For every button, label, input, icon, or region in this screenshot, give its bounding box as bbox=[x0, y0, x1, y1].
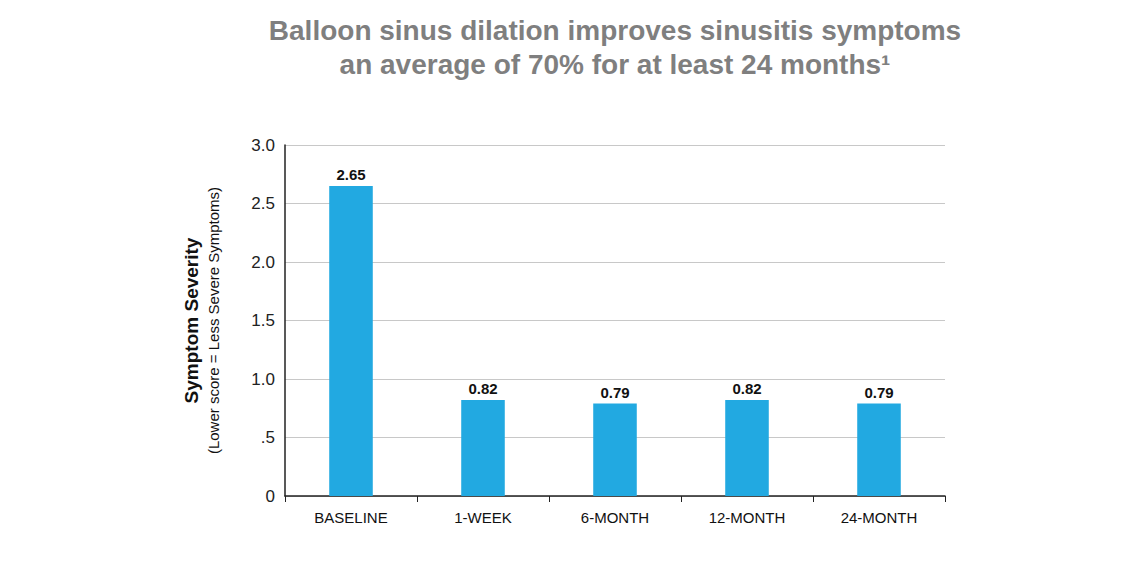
svg-text:Symptom Severity: Symptom Severity bbox=[181, 237, 202, 403]
svg-text:0.82: 0.82 bbox=[468, 380, 497, 397]
svg-text:1-WEEK: 1-WEEK bbox=[454, 509, 512, 526]
svg-text:12-MONTH: 12-MONTH bbox=[709, 509, 786, 526]
svg-text:3.0: 3.0 bbox=[251, 136, 275, 155]
svg-text:an average of 70% for at least: an average of 70% for at least 24 months… bbox=[340, 49, 891, 80]
svg-text:24-MONTH: 24-MONTH bbox=[841, 509, 918, 526]
svg-text:2.0: 2.0 bbox=[251, 253, 275, 272]
svg-text:Balloon sinus dilation improve: Balloon sinus dilation improves sinusiti… bbox=[269, 15, 961, 46]
svg-text:1.5: 1.5 bbox=[251, 311, 275, 330]
svg-text:0.82: 0.82 bbox=[732, 380, 761, 397]
svg-text:0.79: 0.79 bbox=[600, 384, 629, 401]
svg-text:6-MONTH: 6-MONTH bbox=[581, 509, 649, 526]
svg-text:0.79: 0.79 bbox=[864, 384, 893, 401]
svg-text:.5: .5 bbox=[261, 428, 275, 447]
svg-text:BASELINE: BASELINE bbox=[314, 509, 387, 526]
svg-text:0: 0 bbox=[266, 487, 275, 506]
svg-text:2.5: 2.5 bbox=[251, 194, 275, 213]
svg-text:1.0: 1.0 bbox=[251, 370, 275, 389]
svg-text:2.65: 2.65 bbox=[336, 166, 365, 183]
svg-text:(Lower score = Less Severe Sym: (Lower score = Less Severe Symptoms) bbox=[205, 187, 222, 454]
